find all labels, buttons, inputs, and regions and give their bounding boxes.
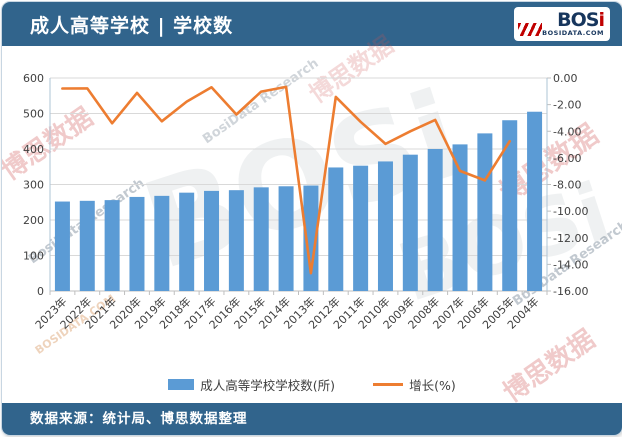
logo-domain: BOSIDATA.COM [542,29,604,37]
bar-2011年 [353,165,369,291]
chart-legend: 成人高等学校学校数(所) 增长(%) [2,372,622,396]
bar-2012年 [328,167,344,291]
legend-line-swatch-icon [373,382,404,386]
bar-2018年 [179,192,195,291]
left-axis-tick-label: 500 [23,108,44,121]
right-axis-tick-label: 0.00 [553,72,578,85]
right-axis-tick-label: -8.00 [553,179,581,192]
left-axis-tick-label: 200 [23,214,44,227]
page-title: 成人高等学校 | 学校数 [30,14,234,37]
bar-2009年 [402,154,418,291]
bar-2015年 [253,187,269,291]
logo-accent-text: i [598,9,604,31]
right-axis-tick-label: -14.00 [553,258,588,271]
left-axis-tick-label: 0 [37,285,44,298]
left-axis-tick-label: 400 [23,143,44,156]
legend-bar-swatch-icon [168,378,195,390]
right-axis-tick-label: -10.00 [553,205,588,218]
right-axis-tick-label: -2.00 [553,99,581,112]
footer-bar: 数据来源：统计局、博思数据整理 [2,403,622,435]
bar-2013年 [303,185,319,291]
bar-2021年 [104,200,120,291]
bar-2017年 [204,190,220,291]
right-axis-tick-label: -16.00 [553,285,588,298]
source-text: 数据来源：统计局、博思数据整理 [30,411,248,427]
bar-2004年 [527,111,543,291]
right-axis-tick-label: -4.00 [553,125,581,138]
bar-2006年 [477,133,493,291]
logo-brand-text: BOS [557,9,599,31]
bar-2023年 [54,201,70,291]
legend-item-schools: 成人高等学校学校数(所) [168,375,335,394]
right-axis-tick-label: -6.00 [553,152,581,165]
bar-2016年 [228,190,244,291]
chart-area: 博思数据 博思数据 博思数据 博思数据 BosiData Research Bo… [2,31,622,409]
logo-brand: BOSi [557,9,605,31]
bar-2010年 [377,161,393,291]
growth-line [61,85,511,275]
bar-2008年 [427,149,443,291]
logo-stripes-icon [518,23,542,36]
bar-2007年 [452,144,468,291]
left-axis-tick-label: 100 [23,250,44,263]
bar-2019年 [154,195,170,291]
bar-2014年 [278,186,294,291]
bar-2020年 [129,196,145,291]
left-axis-tick-label: 600 [23,72,44,85]
left-axis-tick-label: 300 [23,179,44,192]
bar-2022年 [79,200,95,291]
header-bar: 成人高等学校 | 学校数 BOSi BOSIDATA.COM [2,2,622,46]
legend-label-schools: 成人高等学校学校数(所) [200,377,336,393]
combo-chart: 600 500 400 300 200 100 0 0.00 -2.00 -4.00 -6.00 -8… [23,72,588,332]
legend-item-growth: 增长(%) [373,375,456,394]
legend-label-growth: 增长(%) [409,377,456,393]
bosi-logo: BOSi BOSIDATA.COM [514,7,610,41]
right-axis-tick-label: -12.00 [553,232,588,245]
bar-2005年 [502,120,518,292]
